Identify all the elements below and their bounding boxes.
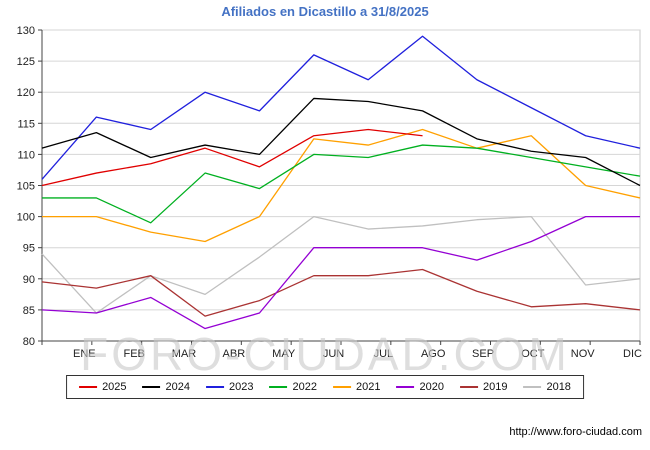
svg-text:ABR: ABR [223, 348, 246, 360]
legend-swatch [523, 386, 542, 388]
legend-label: 2023 [229, 381, 254, 393]
series-2025 [41, 128, 423, 187]
svg-text:ENE: ENE [73, 348, 96, 360]
legend-item-2024: 2024 [142, 381, 191, 393]
legend-swatch [396, 386, 415, 388]
svg-text:105: 105 [17, 181, 35, 193]
svg-text:90: 90 [23, 274, 35, 286]
svg-text:120: 120 [17, 87, 35, 99]
svg-text:SEP: SEP [472, 348, 494, 360]
legend-label: 2021 [356, 381, 381, 393]
legend-label: 2018 [546, 381, 571, 393]
legend-label: 2025 [102, 381, 127, 393]
svg-text:JUN: JUN [323, 348, 344, 360]
svg-text:AGO: AGO [421, 348, 446, 360]
legend: 2025 2024 2023 2022 2021 2020 2019 2018 [66, 375, 584, 399]
legend-label: 2020 [419, 381, 444, 393]
legend-swatch [333, 386, 351, 388]
legend-item-2023: 2023 [206, 381, 254, 393]
legend-item-2021: 2021 [333, 381, 380, 393]
legend-item-2020: 2020 [396, 381, 444, 393]
legend-swatch [142, 386, 161, 388]
legend-swatch [79, 386, 98, 388]
svg-text:MAY: MAY [272, 348, 296, 360]
legend-label: 2024 [165, 381, 191, 393]
svg-text:100: 100 [17, 212, 35, 224]
legend-item-2022: 2022 [269, 381, 317, 393]
legend-item-2019: 2019 [459, 381, 508, 393]
footer-url-link[interactable]: http://www.foro-ciudad.com [509, 426, 642, 438]
legend-swatch [269, 386, 288, 388]
svg-text:115: 115 [17, 118, 35, 130]
legend-swatch [206, 386, 225, 388]
series-2024 [41, 97, 641, 187]
series-2020 [41, 215, 640, 330]
svg-text:DIC: DIC [623, 348, 642, 360]
svg-text:OCT: OCT [521, 348, 545, 360]
svg-text:125: 125 [17, 56, 35, 68]
svg-text:JUL: JUL [374, 348, 394, 360]
svg-text:130: 130 [17, 25, 35, 37]
svg-text:FEB: FEB [123, 348, 144, 360]
legend-label: 2022 [292, 381, 317, 393]
legend-item-2018: 2018 [523, 381, 571, 393]
svg-text:MAR: MAR [172, 348, 197, 360]
series-2021 [42, 128, 641, 243]
svg-text:95: 95 [23, 243, 35, 255]
svg-text:NOV: NOV [571, 348, 596, 360]
series-2022 [42, 144, 641, 224]
series-2019 [41, 268, 641, 317]
legend-item-2025: 2025 [79, 381, 127, 393]
chart-title: Afiliados en Dicastillo a 31/8/2025 [221, 4, 429, 19]
legend-label: 2019 [482, 381, 508, 393]
legend-swatch [459, 386, 478, 388]
svg-text:85: 85 [23, 305, 35, 317]
series-2023 [41, 35, 641, 180]
series-2018 [41, 215, 641, 314]
svg-text:80: 80 [23, 336, 35, 348]
svg-text:110: 110 [17, 149, 35, 161]
